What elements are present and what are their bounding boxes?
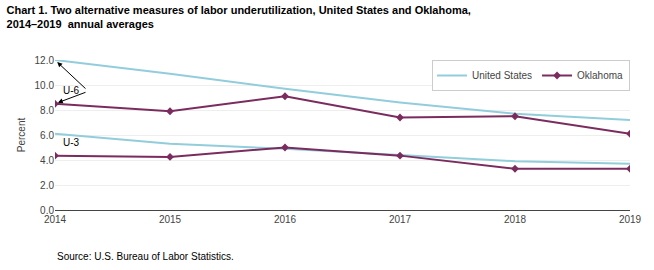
svg-text:2019: 2019 (619, 214, 642, 225)
svg-text:U-6: U-6 (63, 85, 80, 96)
svg-text:12.0: 12.0 (35, 55, 55, 66)
svg-text:Chart 1. Two alternative measu: Chart 1. Two alternative measures of lab… (7, 4, 471, 30)
svg-text:U-3: U-3 (63, 137, 80, 148)
svg-text:2016: 2016 (274, 214, 297, 225)
svg-text:2018: 2018 (504, 214, 527, 225)
svg-text:0.0: 0.0 (40, 205, 54, 216)
svg-text:2015: 2015 (159, 214, 182, 225)
svg-text:8.0: 8.0 (40, 105, 54, 116)
svg-text:2.0: 2.0 (40, 180, 54, 191)
svg-text:2017: 2017 (389, 214, 412, 225)
svg-text:Source: U.S. Bureau of Labor S: Source: U.S. Bureau of Labor Statistics. (57, 251, 234, 262)
svg-text:10.0: 10.0 (35, 80, 55, 91)
svg-text:Oklahoma: Oklahoma (577, 70, 623, 81)
svg-text:2014: 2014 (44, 214, 67, 225)
svg-text:6.0: 6.0 (40, 130, 54, 141)
svg-text:4.0: 4.0 (40, 155, 54, 166)
svg-text:United States: United States (472, 70, 532, 81)
svg-text:Percent: Percent (16, 118, 27, 153)
